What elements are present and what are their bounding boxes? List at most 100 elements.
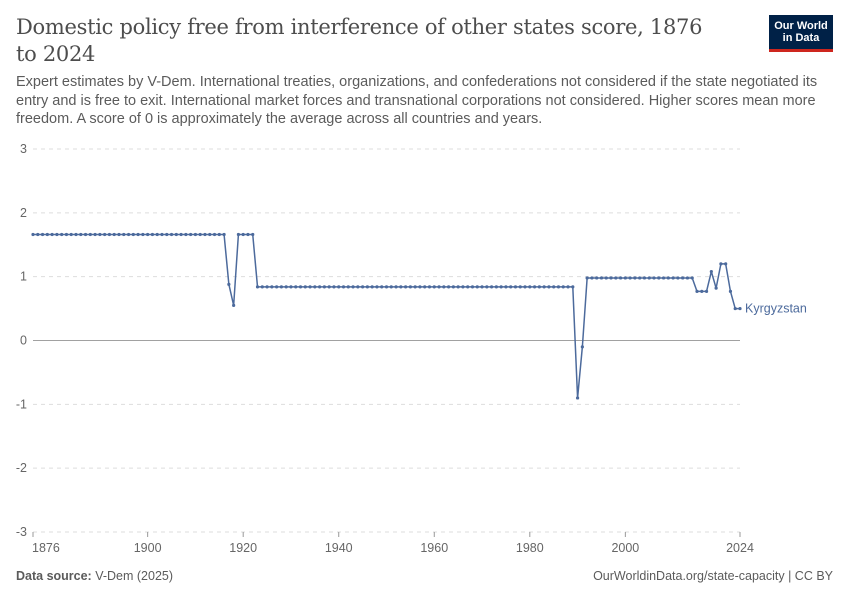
data-point (432, 285, 436, 289)
data-point (208, 232, 212, 237)
series-line[interactable] (33, 233, 740, 399)
data-point (547, 285, 551, 289)
data-point (661, 276, 666, 280)
data-point (728, 289, 733, 293)
data-point (55, 232, 59, 237)
data-point (714, 286, 718, 290)
footer-link[interactable]: OurWorldinData.org/state-capacity | CC B… (593, 569, 833, 583)
data-point (485, 285, 489, 289)
data-point (618, 276, 623, 280)
data-point (489, 285, 494, 289)
data-point (389, 285, 393, 289)
data-point (298, 285, 303, 289)
data-point (308, 285, 312, 289)
x-axis-ticks: 1876 1900 1920 1940 1960 1980 2000 2024 (32, 532, 754, 555)
data-point (427, 285, 432, 289)
data-point (227, 282, 231, 286)
data-point (666, 276, 670, 280)
series-label[interactable]: Kyrgyzstan (745, 302, 807, 316)
data-point (442, 285, 446, 289)
data-point (709, 269, 713, 274)
data-point (93, 232, 97, 237)
data-point (695, 289, 699, 293)
x-tick-label: 1900 (134, 541, 162, 555)
data-point (528, 285, 532, 289)
data-point (413, 285, 417, 289)
data-point (265, 285, 269, 289)
data-point (284, 285, 288, 289)
data-point (599, 276, 604, 280)
logo-line-1: Our World (774, 20, 828, 32)
x-tick-label: 1980 (516, 541, 544, 555)
data-source-label: Data source: (16, 569, 92, 583)
data-point (724, 262, 728, 266)
data-point (327, 285, 331, 289)
data-point (174, 232, 178, 237)
data-point (50, 232, 54, 237)
x-tick-label: 1920 (229, 541, 257, 555)
data-point (155, 232, 159, 237)
data-point (45, 232, 49, 237)
data-point (642, 276, 647, 280)
data-point (456, 285, 460, 289)
data-point (260, 285, 264, 289)
data-point (623, 276, 627, 280)
data-point (212, 232, 217, 237)
data-point (380, 285, 384, 289)
data-point (217, 232, 221, 237)
data-point (447, 285, 451, 289)
data-point (98, 232, 102, 237)
data-point (461, 285, 465, 289)
y-axis-ticks: 3 2 1 0 -1 -2 -3 (16, 142, 27, 539)
data-point (571, 285, 575, 289)
data-point (222, 232, 226, 237)
data-point (74, 232, 78, 237)
data-point (279, 285, 284, 289)
data-point (203, 232, 207, 237)
data-point (552, 285, 556, 289)
data-point (585, 276, 589, 280)
data-point (647, 276, 651, 280)
data-point (494, 285, 498, 289)
data-point (241, 232, 245, 237)
data-point (346, 285, 350, 289)
data-source-value[interactable]: V-Dem (2025) (95, 569, 174, 583)
data-point (480, 285, 484, 289)
data-point (532, 285, 537, 289)
x-tick-label: 1960 (420, 541, 448, 555)
data-point (470, 285, 475, 289)
data-point (590, 276, 594, 280)
data-point (179, 232, 183, 237)
data-point (719, 262, 723, 266)
data-point (365, 285, 369, 289)
data-point (103, 232, 107, 237)
data-point (236, 232, 241, 237)
data-point (561, 285, 565, 289)
data-point (638, 276, 642, 280)
data-point (146, 232, 150, 237)
data-point (700, 289, 704, 293)
data-point (580, 345, 584, 349)
data-point (232, 303, 236, 307)
data-point (523, 285, 527, 289)
data-source: Data source: V-Dem (2025) (16, 569, 173, 583)
data-point (513, 285, 518, 289)
data-point (165, 232, 169, 237)
data-point (690, 276, 694, 280)
data-point (375, 285, 379, 289)
data-point (609, 276, 613, 280)
data-point (356, 285, 360, 289)
data-point (704, 289, 709, 293)
data-point (83, 232, 88, 237)
data-point (404, 285, 408, 289)
data-point (604, 276, 608, 280)
owid-logo[interactable]: Our World in Data (769, 15, 833, 52)
data-point (251, 232, 255, 237)
data-point (566, 285, 570, 289)
data-point (136, 232, 140, 237)
data-point (384, 285, 389, 289)
data-point (370, 285, 374, 289)
data-point (408, 285, 412, 289)
data-point (294, 285, 298, 289)
x-tick-label: 1876 (32, 541, 60, 555)
